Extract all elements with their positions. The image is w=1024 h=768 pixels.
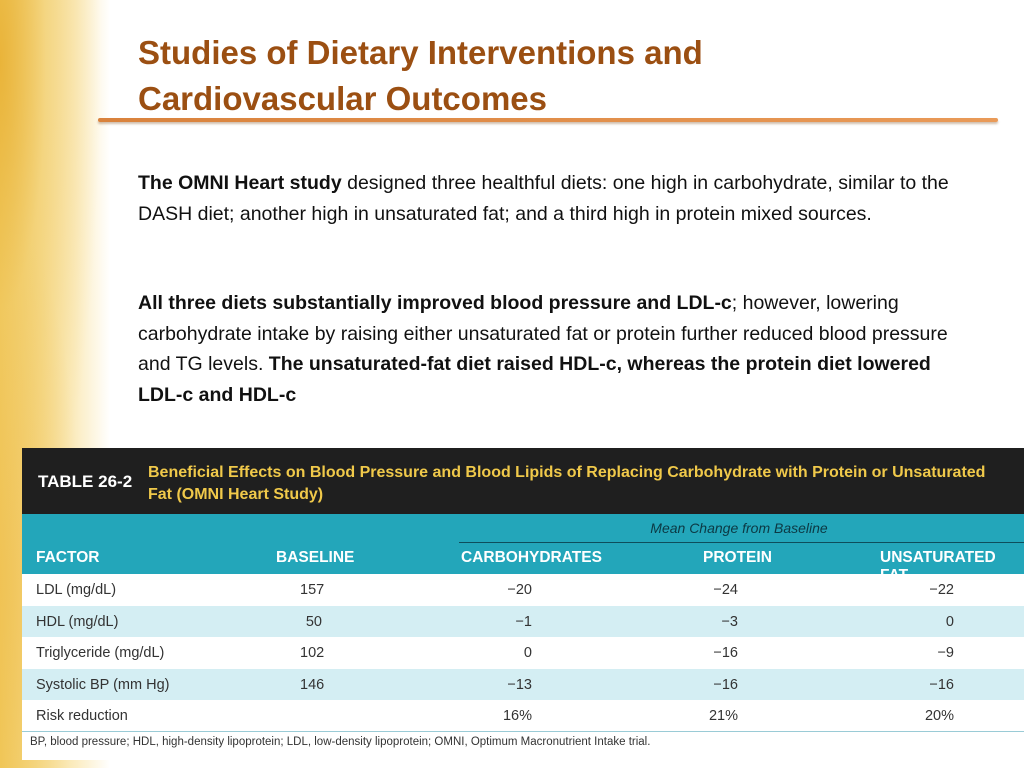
paragraph-omni-study-bold: The OMNI Heart study (138, 172, 342, 194)
paragraph-results: All three diets substantially improved b… (138, 288, 958, 410)
cell-baseline: 157 (300, 582, 325, 598)
slide-title-line-1: Studies of Dietary Interventions and (138, 34, 703, 71)
cell-carbohydrates: −1 (515, 613, 532, 630)
cell-baseline: 102 (300, 645, 325, 661)
group-header-mean-change: Mean Change from Baseline (650, 520, 828, 536)
cell-carbohydrates: 0 (523, 645, 532, 661)
table-header-bar: TABLE 26-2 Beneficial Effects on Blood P… (22, 448, 1024, 514)
paragraph-results-text: ; however, lowering carbohydrate intake … (138, 292, 948, 375)
slide-title-line-2: Cardiovascular Outcomes (138, 80, 547, 117)
column-header-carbohydrates: CARBOHYDRATES (461, 549, 602, 566)
cell-unsaturated-fat: 0 (945, 613, 954, 630)
cell-protein: 21% (708, 708, 738, 724)
cell-factor: HDL (mg/dL) (36, 613, 119, 630)
paragraph-omni-study: The OMNI Heart study designed three heal… (138, 168, 958, 229)
table-row: HDL (mg/dL) 50 −1 −3 0 (22, 605, 1024, 637)
cell-unsaturated-fat: −16 (929, 676, 954, 693)
cell-unsaturated-fat: −9 (937, 645, 954, 661)
cell-carbohydrates: 16% (502, 708, 532, 724)
cell-protein: −16 (713, 645, 738, 661)
table-footnote: BP, blood pressure; HDL, high-density li… (30, 736, 651, 748)
cell-protein: −24 (713, 582, 738, 598)
cell-protein: −16 (713, 676, 738, 693)
group-header-rule (459, 542, 1024, 543)
table-row: Triglyceride (mg/dL) 102 0 −16 −9 (22, 637, 1024, 669)
cell-carbohydrates: −13 (507, 676, 532, 693)
slide-title: Studies of Dietary Interventions and Car… (138, 30, 938, 122)
table-column-header-block (22, 514, 1024, 574)
cell-factor: Systolic BP (mm Hg) (36, 676, 170, 693)
cell-protein: −3 (721, 613, 738, 630)
paragraph-omni-study-text: designed three healthful diets: one high… (138, 172, 949, 225)
cell-carbohydrates: −20 (507, 582, 532, 598)
table-row: Systolic BP (mm Hg) 146 −13 −16 −16 (22, 668, 1024, 700)
column-header-protein: PROTEIN (703, 549, 772, 566)
cell-factor: Risk reduction (36, 708, 128, 724)
cell-unsaturated-fat: −22 (929, 582, 954, 598)
cell-baseline: 146 (300, 676, 325, 693)
cell-unsaturated-fat: 20% (924, 708, 954, 724)
table-number: TABLE 26-2 (38, 472, 133, 491)
cell-factor: Triglyceride (mg/dL) (36, 645, 165, 661)
cell-factor: LDL (mg/dL) (36, 582, 117, 598)
paragraph-results-bold-1: All three diets substantially improved b… (138, 292, 732, 314)
table-row: LDL (mg/dL) 157 −20 −24 −22 (22, 574, 1024, 606)
omni-table: TABLE 26-2 Beneficial Effects on Blood P… (22, 448, 1024, 760)
cell-baseline: 50 (305, 613, 322, 630)
column-header-factor: FACTOR (36, 549, 100, 566)
footnote-divider (22, 731, 1024, 732)
title-underline (98, 118, 998, 122)
table-caption: Beneficial Effects on Blood Pressure and… (148, 464, 986, 503)
column-header-unsaturated-fat: UNSATURATED FAT (880, 549, 996, 584)
table-row: Risk reduction 16% 21% 20% (22, 700, 1024, 732)
paragraph-results-bold-2: The unsaturated-fat diet raised HDL-c, w… (138, 353, 931, 406)
column-header-baseline: BASELINE (276, 549, 355, 566)
